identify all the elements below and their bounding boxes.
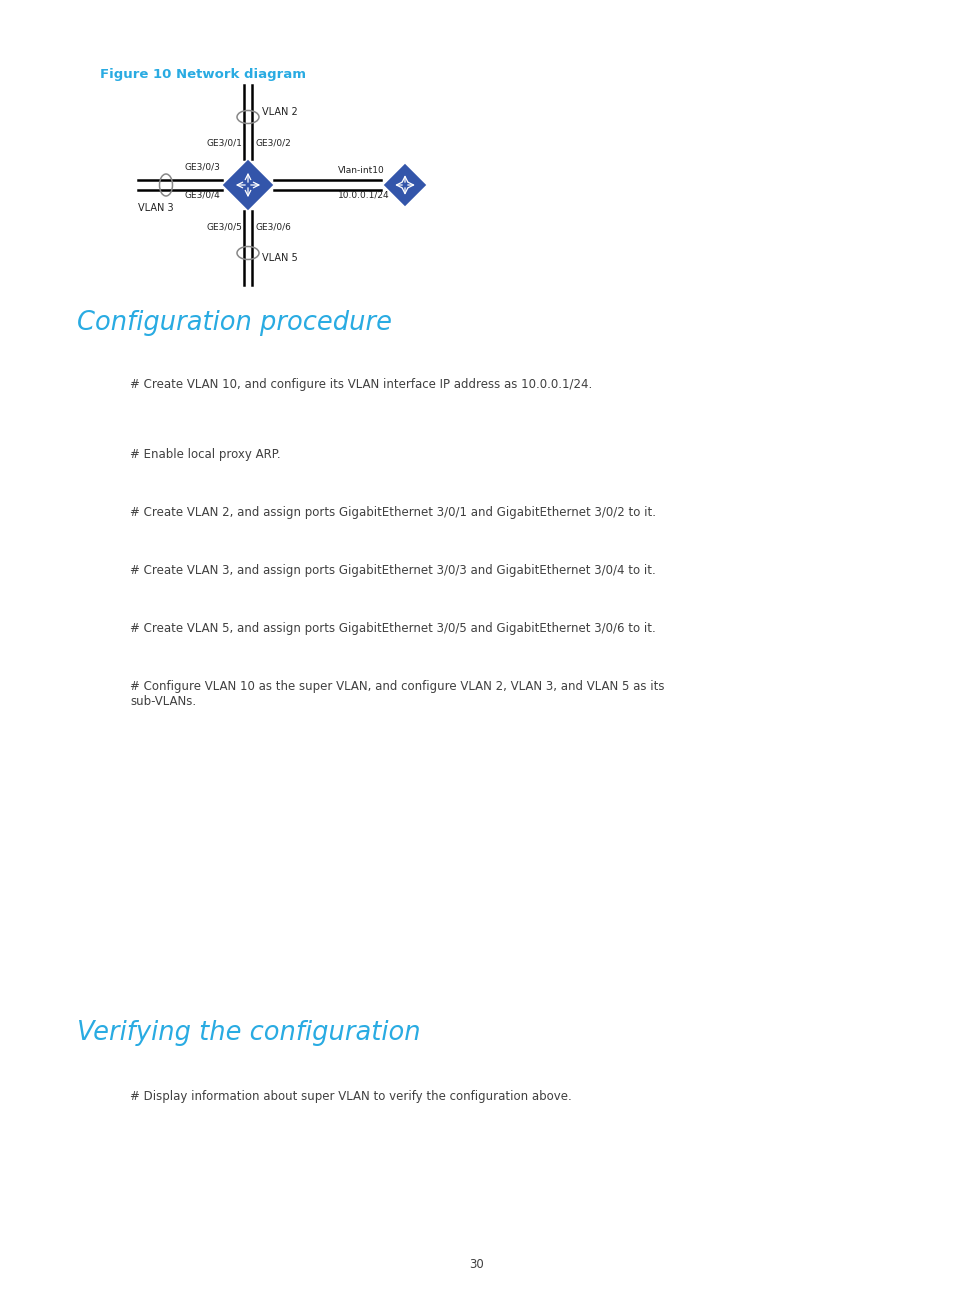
- Text: # Display information about super VLAN to verify the configuration above.: # Display information about super VLAN t…: [130, 1090, 571, 1103]
- Text: # Create VLAN 2, and assign ports GigabitEthernet 3/0/1 and GigabitEthernet 3/0/: # Create VLAN 2, and assign ports Gigabi…: [130, 505, 656, 518]
- Text: GE3/0/5: GE3/0/5: [206, 223, 242, 232]
- Text: 10.0.0.1/24: 10.0.0.1/24: [337, 191, 389, 200]
- Text: GE3/0/1: GE3/0/1: [206, 137, 242, 146]
- Polygon shape: [382, 163, 427, 207]
- Text: # Create VLAN 3, and assign ports GigabitEthernet 3/0/3 and GigabitEthernet 3/0/: # Create VLAN 3, and assign ports Gigabi…: [130, 564, 655, 577]
- Text: Figure 10 Network diagram: Figure 10 Network diagram: [100, 67, 306, 80]
- Text: # Enable local proxy ARP.: # Enable local proxy ARP.: [130, 448, 280, 461]
- Text: GE3/0/4: GE3/0/4: [184, 191, 220, 200]
- Text: # Configure VLAN 10 as the super VLAN, and configure VLAN 2, VLAN 3, and VLAN 5 : # Configure VLAN 10 as the super VLAN, a…: [130, 680, 664, 708]
- Text: 30: 30: [469, 1258, 484, 1271]
- Text: GE3/0/3: GE3/0/3: [184, 162, 220, 171]
- Text: VLAN 5: VLAN 5: [262, 253, 297, 263]
- Text: Verifying the configuration: Verifying the configuration: [77, 1020, 420, 1046]
- Text: GE3/0/2: GE3/0/2: [255, 137, 292, 146]
- Text: VLAN 3: VLAN 3: [138, 203, 173, 213]
- Text: GE3/0/6: GE3/0/6: [255, 223, 292, 232]
- Text: VLAN 2: VLAN 2: [262, 108, 297, 117]
- Text: # Create VLAN 10, and configure its VLAN interface IP address as 10.0.0.1/24.: # Create VLAN 10, and configure its VLAN…: [130, 378, 592, 391]
- Polygon shape: [222, 159, 274, 211]
- Text: Configuration procedure: Configuration procedure: [77, 310, 392, 336]
- Text: # Create VLAN 5, and assign ports GigabitEthernet 3/0/5 and GigabitEthernet 3/0/: # Create VLAN 5, and assign ports Gigabi…: [130, 622, 655, 635]
- Text: Vlan-int10: Vlan-int10: [337, 166, 384, 175]
